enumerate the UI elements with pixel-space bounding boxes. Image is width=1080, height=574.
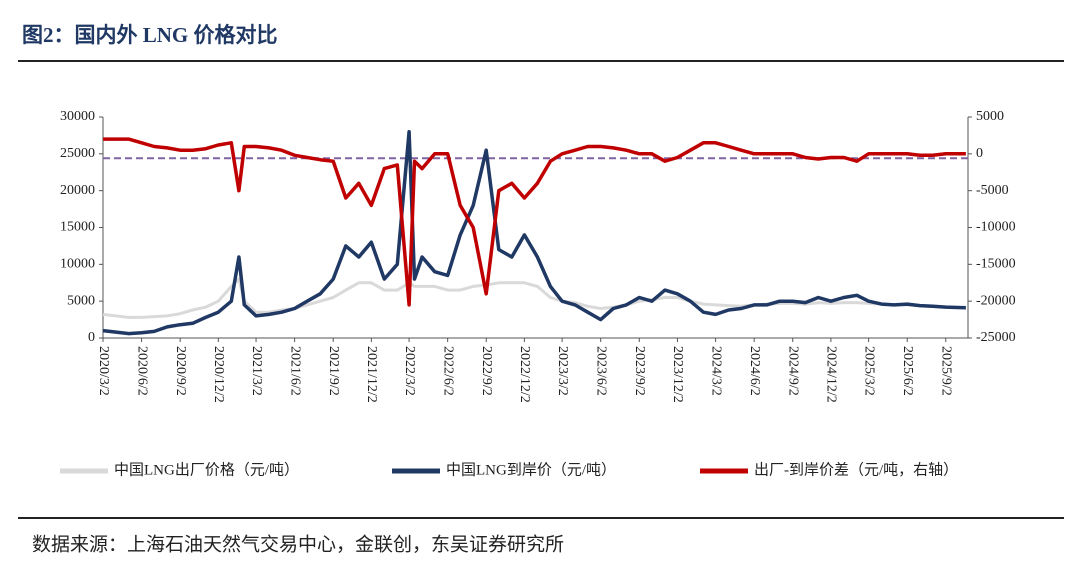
- x-tick-label: 2025/3/2: [861, 346, 876, 396]
- y-tick-label: 5000: [67, 293, 95, 308]
- y2-tick-label: -20000: [976, 293, 1016, 308]
- y2-tick-label: -10000: [976, 220, 1016, 235]
- x-tick-label: 2024/6/2: [747, 346, 762, 396]
- x-tick-label: 2024/3/2: [708, 346, 723, 396]
- x-tick-label: 2022/9/2: [479, 346, 494, 396]
- x-tick-label: 2020/6/2: [134, 346, 149, 396]
- y-tick-label: 0: [88, 330, 95, 345]
- x-tick-label: 2025/6/2: [900, 346, 915, 396]
- x-tick-label: 2021/6/2: [287, 346, 302, 396]
- x-tick-label: 2021/3/2: [249, 346, 264, 396]
- x-tick-label: 2021/9/2: [326, 346, 341, 396]
- y-tick-label: 25000: [60, 146, 95, 161]
- x-tick-label: 2022/12/2: [517, 346, 532, 403]
- x-tick-label: 2023/12/2: [670, 346, 685, 403]
- x-tick-label: 2020/9/2: [173, 346, 188, 396]
- x-tick-label: 2022/6/2: [440, 346, 455, 396]
- x-tick-label: 2021/12/2: [364, 346, 379, 403]
- x-tick-label: 2023/3/2: [555, 346, 570, 396]
- y2-tick-label: -5000: [976, 183, 1009, 198]
- y2-tick-label: 0: [976, 146, 983, 161]
- legend-label: 中国LNG到岸价（元/吨）: [446, 461, 616, 478]
- x-tick-label: 2023/6/2: [593, 346, 608, 396]
- y-tick-label: 30000: [60, 109, 95, 124]
- series-line: [103, 137, 966, 307]
- y-tick-label: 20000: [60, 183, 95, 198]
- legend-label: 出厂-到岸价差（元/吨，右轴）: [754, 461, 958, 478]
- x-tick-label: 2020/12/2: [211, 346, 226, 403]
- y2-tick-label: 5000: [976, 109, 1004, 124]
- legend-label: 中国LNG出厂价格（元/吨）: [114, 461, 299, 478]
- chart-title: 图2：国内外 LNG 价格对比: [22, 23, 278, 47]
- y2-tick-label: -15000: [976, 257, 1016, 272]
- x-tick-label: 2022/3/2: [402, 346, 417, 396]
- y-tick-label: 15000: [60, 220, 95, 235]
- x-tick-label: 2023/9/2: [632, 346, 647, 396]
- x-tick-label: 2020/3/2: [96, 346, 111, 396]
- x-tick-label: 2024/9/2: [786, 346, 801, 396]
- y-tick-label: 10000: [60, 257, 95, 272]
- x-tick-label: 2024/12/2: [824, 346, 839, 403]
- y2-tick-label: -25000: [976, 330, 1016, 345]
- series-line: [102, 129, 966, 336]
- x-tick-label: 2025/9/2: [939, 346, 954, 396]
- source: 数据来源：上海石油天然气交易中心，金联创，东吴证券研究所: [32, 533, 564, 555]
